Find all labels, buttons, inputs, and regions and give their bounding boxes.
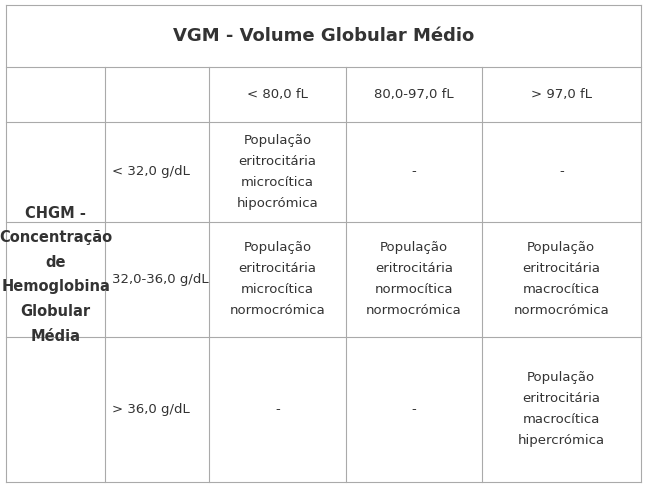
Text: -: -: [411, 166, 416, 178]
Text: 32,0-36,0 g/dL: 32,0-36,0 g/dL: [113, 273, 209, 286]
Text: < 80,0 fL: < 80,0 fL: [247, 88, 308, 101]
Text: População
eritrocitária
microcítica
normocrómica: População eritrocitária microcítica norm…: [230, 241, 325, 318]
Text: < 32,0 g/dL: < 32,0 g/dL: [113, 166, 190, 178]
Text: -: -: [411, 403, 416, 416]
Text: CHGM -
Concentração
de
Hemoglobina
Globular
Média: CHGM - Concentração de Hemoglobina Globu…: [0, 206, 112, 343]
Text: > 36,0 g/dL: > 36,0 g/dL: [113, 403, 190, 416]
Text: População
eritrocitária
normocítica
normocrómica: População eritrocitária normocítica norm…: [366, 241, 462, 318]
Text: VGM - Volume Globular Médio: VGM - Volume Globular Médio: [173, 27, 474, 45]
Text: População
eritrocitária
macrocítica
normocrómica: População eritrocitária macrocítica norm…: [514, 241, 609, 318]
Text: > 97,0 fL: > 97,0 fL: [531, 88, 592, 101]
Text: População
eritrocitária
macrocítica
hipercrómica: População eritrocitária macrocítica hipe…: [518, 372, 605, 448]
Text: -: -: [275, 403, 280, 416]
Text: População
eritrocitária
microcítica
hipocrómica: População eritrocitária microcítica hipo…: [237, 134, 318, 210]
Text: -: -: [559, 166, 564, 178]
Text: 80,0-97,0 fL: 80,0-97,0 fL: [374, 88, 454, 101]
